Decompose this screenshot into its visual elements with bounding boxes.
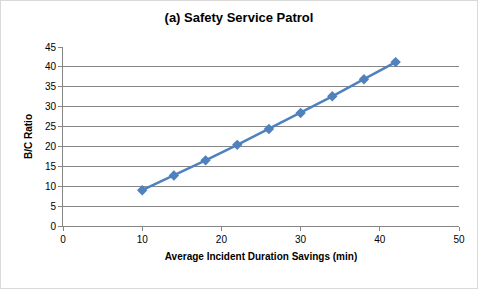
svg-text:0: 0 <box>60 234 66 245</box>
svg-text:45: 45 <box>45 42 57 53</box>
svg-text:15: 15 <box>45 161 57 172</box>
svg-text:B/C Ratio: B/C Ratio <box>23 114 34 159</box>
svg-text:10: 10 <box>137 234 149 245</box>
svg-text:Average Incident Duration Savi: Average Incident Duration Savings (min) <box>165 251 357 262</box>
svg-text:35: 35 <box>45 81 57 92</box>
svg-text:20: 20 <box>45 141 57 152</box>
svg-text:20: 20 <box>216 234 228 245</box>
svg-text:(a) Safety Service Patrol: (a) Safety Service Patrol <box>165 10 314 25</box>
svg-text:10: 10 <box>45 181 57 192</box>
svg-text:25: 25 <box>45 121 57 132</box>
svg-text:40: 40 <box>374 234 386 245</box>
svg-text:50: 50 <box>453 234 465 245</box>
svg-text:5: 5 <box>50 201 56 212</box>
svg-text:30: 30 <box>45 101 57 112</box>
svg-text:40: 40 <box>45 61 57 72</box>
svg-text:30: 30 <box>295 234 307 245</box>
svg-text:0: 0 <box>50 221 56 232</box>
